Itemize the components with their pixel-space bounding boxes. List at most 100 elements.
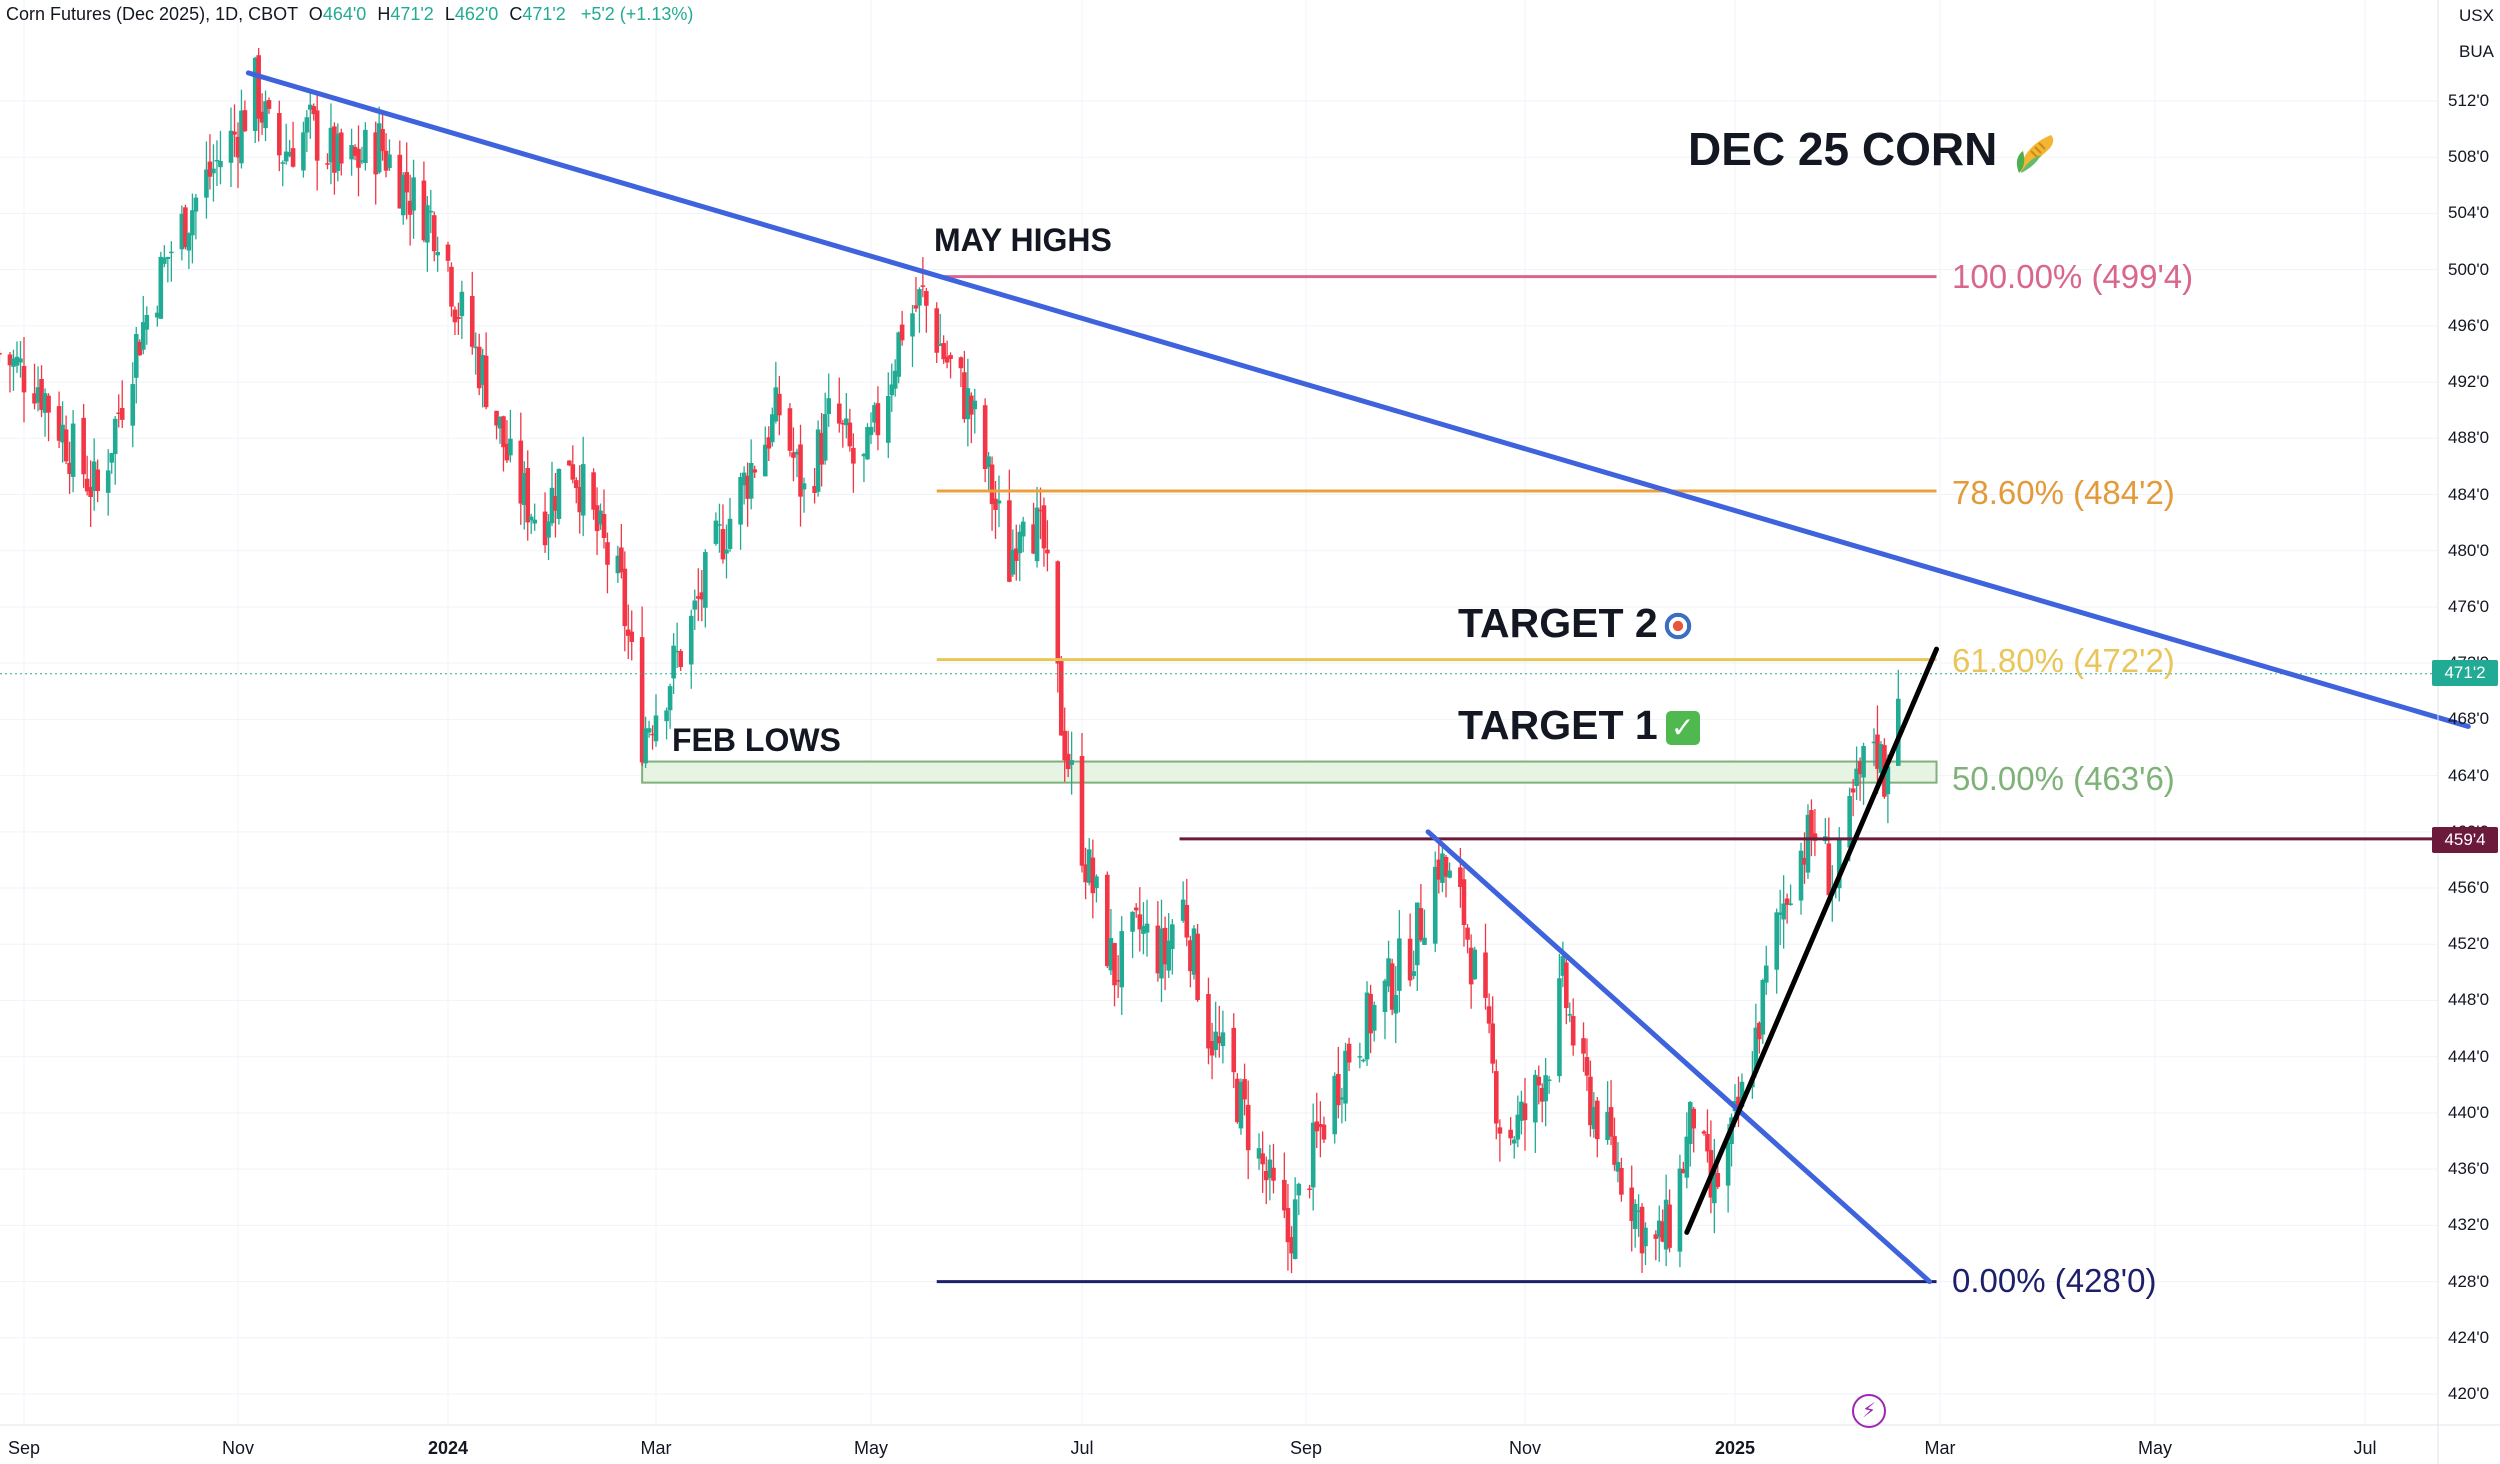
candle-body [812, 485, 817, 493]
y-tick-label: 488'0 [2448, 428, 2490, 448]
candle-body [962, 372, 967, 420]
candle-body [892, 370, 898, 389]
open-label: O [308, 4, 323, 24]
candle-body [1608, 1107, 1614, 1137]
candle-body [1389, 963, 1395, 1010]
candle-body [847, 422, 853, 447]
candle-body [63, 429, 69, 462]
candle-body [1119, 931, 1125, 988]
fib-zones [641, 760, 1938, 784]
candle-body [483, 355, 489, 408]
candle-body [819, 432, 824, 465]
candle-body [913, 305, 919, 309]
candle-body [787, 408, 793, 451]
y-tick-label: 436'0 [2448, 1159, 2490, 1179]
candle-body [70, 423, 76, 477]
y-tick-label: 464'0 [2448, 765, 2490, 785]
candle-body [1522, 1103, 1528, 1121]
trendline-downtrend-short[interactable] [1425, 829, 1933, 1285]
candle-body [738, 476, 743, 525]
candle-body [1314, 1121, 1320, 1132]
candle-body [889, 384, 895, 396]
candle-body [703, 552, 708, 608]
candle-body [720, 529, 726, 560]
symbol-title[interactable]: Corn Futures (Dec 2025), 1D, CBOT [6, 4, 298, 24]
candle-body [1701, 1131, 1707, 1134]
candle-body [1386, 958, 1391, 987]
fib-100-label: 100.00% (499'4) [1952, 258, 2194, 295]
currency-label[interactable]: USX [2459, 6, 2494, 25]
candle-body [1784, 898, 1790, 905]
candle-body [692, 600, 698, 610]
candle-body [1271, 1167, 1276, 1181]
candle-body [1332, 1075, 1338, 1135]
candle-body [1615, 1162, 1621, 1172]
candle-body [1443, 856, 1449, 877]
candle-body [1267, 1159, 1273, 1179]
candle-body [920, 285, 926, 287]
candle-body [791, 452, 796, 458]
candle-body [1854, 768, 1859, 787]
target-1-label: TARGET 1 ✓ [1458, 702, 1700, 749]
candle-body [1010, 549, 1016, 575]
candle-body [1045, 549, 1050, 554]
candle-body [1418, 908, 1424, 941]
candle-body [169, 251, 174, 254]
candle-body [1090, 857, 1096, 894]
candle-body [1490, 1023, 1495, 1064]
horizontal-levels[interactable] [0, 275, 2469, 1284]
candle-body [1086, 849, 1092, 883]
x-tick-label: 2025 [1714, 1438, 1756, 1458]
trendline-downtrend-main[interactable] [245, 70, 2471, 729]
candle-body [1414, 902, 1420, 966]
feb-lows-zone[interactable] [641, 760, 1938, 784]
trendline-uptrend[interactable] [1684, 646, 1940, 1235]
candle-body [1166, 940, 1172, 971]
candle-body [713, 520, 719, 544]
feb-lows-label: FEB LOWS [672, 722, 841, 758]
candle-body [301, 132, 306, 171]
target-1-text: TARGET 1 [1458, 702, 1658, 748]
y-tick-label: 456'0 [2448, 878, 2490, 898]
unit-label[interactable]: BUA [2459, 42, 2494, 61]
candle-body [542, 511, 548, 546]
candle-body [1763, 965, 1769, 983]
candle-body [1357, 1056, 1363, 1058]
check-icon: ✓ [1665, 711, 1700, 746]
y-tick-label: 476'0 [2448, 596, 2490, 616]
candle-body [801, 483, 807, 490]
candle-body [671, 645, 676, 679]
candle-body [130, 384, 136, 426]
candle-body [1836, 839, 1842, 889]
lightning-icon[interactable]: ⚡ [1852, 1394, 1886, 1428]
candle-body [1422, 937, 1427, 945]
candle-body [717, 524, 722, 526]
candle-body [1318, 1123, 1323, 1128]
candle-body [1133, 907, 1139, 911]
candle-body [290, 148, 296, 167]
candle-body [724, 549, 729, 554]
x-tick-label: Mar [1924, 1438, 1956, 1458]
candle-body [277, 113, 282, 156]
candle-body [1581, 1038, 1586, 1054]
candle-body [865, 427, 870, 460]
candle-body [851, 447, 856, 464]
candle-body [32, 393, 37, 404]
x-tick-label: 2024 [427, 1438, 469, 1458]
candle-body [1213, 1031, 1218, 1050]
candle-body [81, 417, 86, 475]
candle-body [1242, 1079, 1247, 1100]
candle-body [1857, 761, 1863, 774]
candle-body [1447, 870, 1452, 878]
candle-body [1094, 876, 1099, 889]
candle-body [1660, 1221, 1666, 1242]
open-value: 464'0 [322, 4, 367, 24]
candle-body [1346, 1043, 1352, 1063]
candle-body [944, 356, 950, 363]
candle-body [1058, 659, 1064, 736]
candle-body [469, 295, 475, 347]
candle-body [1083, 864, 1088, 883]
candle-body [158, 256, 164, 319]
trendlines[interactable] [245, 70, 2471, 1285]
